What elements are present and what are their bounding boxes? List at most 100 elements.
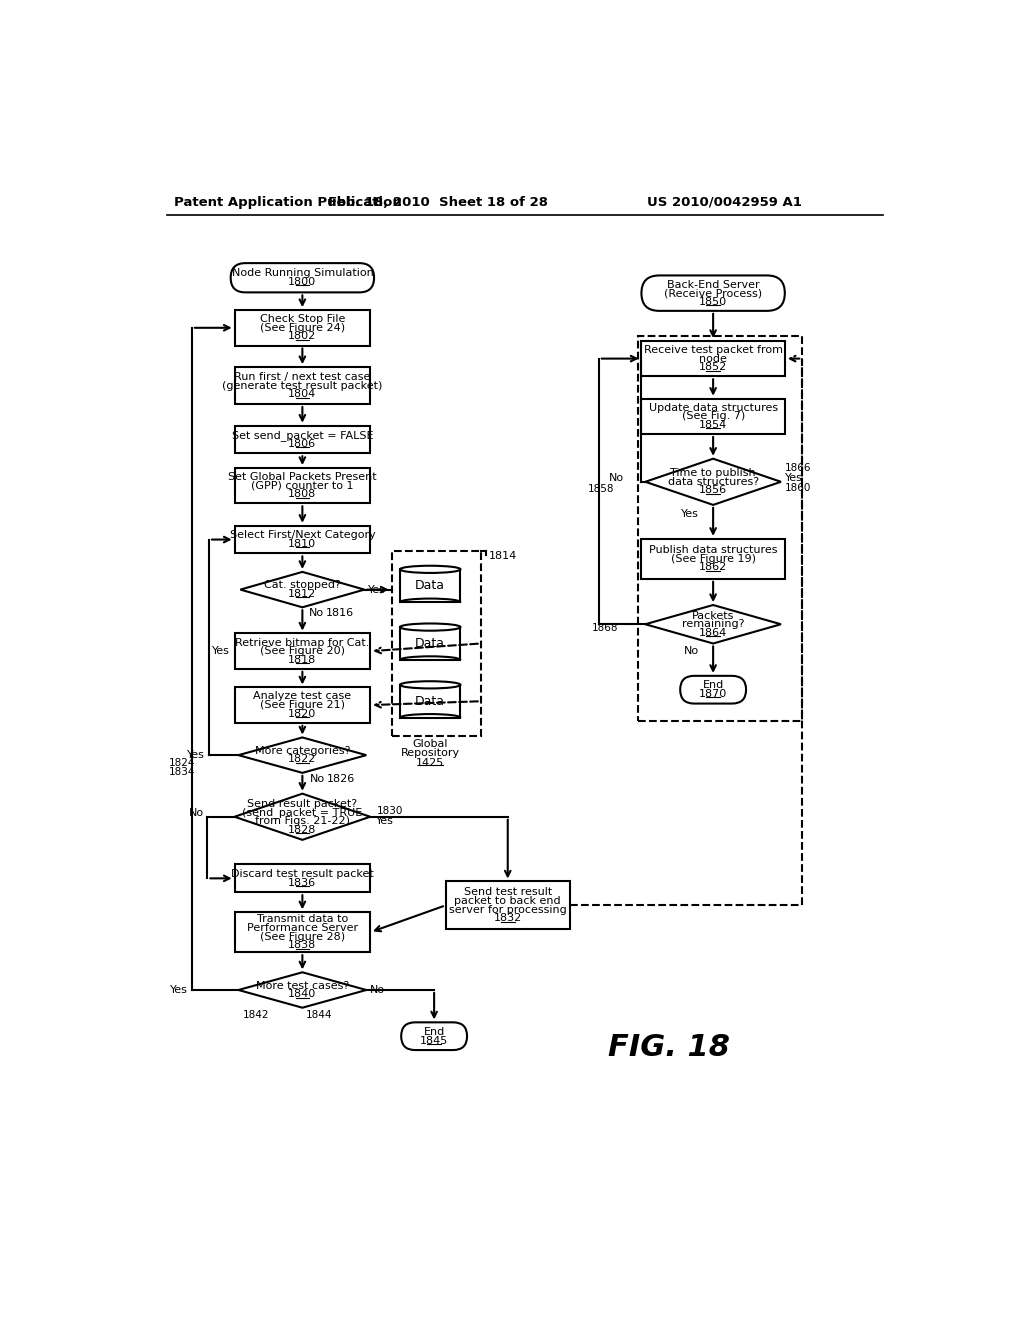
FancyBboxPatch shape (234, 865, 371, 892)
Text: 1832: 1832 (494, 913, 522, 923)
Text: 1856: 1856 (699, 486, 727, 495)
Text: 1842: 1842 (243, 1010, 269, 1020)
Text: (See Figure 21): (See Figure 21) (260, 700, 345, 710)
Text: data structures?: data structures? (668, 477, 759, 487)
Text: Back-End Server: Back-End Server (667, 280, 760, 289)
Text: (See Figure 28): (See Figure 28) (260, 932, 345, 941)
Text: 1808: 1808 (288, 490, 316, 499)
Text: No: No (371, 985, 385, 995)
Text: 1816: 1816 (326, 609, 353, 619)
Text: Run first / next test case: Run first / next test case (234, 372, 371, 381)
FancyBboxPatch shape (400, 685, 461, 718)
Text: 1850: 1850 (699, 297, 727, 306)
FancyBboxPatch shape (234, 688, 371, 723)
Text: Repository: Repository (400, 748, 460, 758)
Text: Update data structures: Update data structures (648, 403, 777, 413)
Text: 1820: 1820 (288, 709, 316, 718)
FancyBboxPatch shape (401, 1022, 467, 1051)
Text: Packets: Packets (692, 611, 734, 620)
Text: 1830: 1830 (377, 805, 402, 816)
Polygon shape (645, 605, 781, 644)
Polygon shape (241, 572, 365, 607)
Text: Yes: Yes (681, 510, 699, 519)
Text: Transmit data to: Transmit data to (257, 915, 348, 924)
Polygon shape (239, 973, 367, 1007)
Text: Node Running Simulation: Node Running Simulation (231, 268, 374, 279)
Text: 1862: 1862 (699, 562, 727, 573)
Text: 1800: 1800 (289, 277, 316, 286)
Text: 1824: 1824 (169, 758, 195, 768)
FancyBboxPatch shape (234, 425, 371, 453)
Polygon shape (234, 793, 371, 840)
Text: (send_packet = TRUE: (send_packet = TRUE (243, 807, 362, 818)
Text: 1840: 1840 (288, 989, 316, 999)
Text: 1822: 1822 (288, 755, 316, 764)
Text: More categories?: More categories? (255, 746, 350, 756)
Text: Yes: Yes (369, 585, 386, 594)
FancyBboxPatch shape (445, 882, 569, 929)
Text: 1854: 1854 (699, 420, 727, 430)
Text: Set Global Packets Present: Set Global Packets Present (228, 473, 377, 482)
Text: Publish data structures: Publish data structures (649, 545, 777, 556)
Text: 1802: 1802 (288, 331, 316, 342)
Text: 1836: 1836 (289, 878, 316, 887)
Text: Patent Application Publication: Patent Application Publication (174, 195, 402, 209)
Text: Time to publish: Time to publish (671, 469, 756, 478)
FancyBboxPatch shape (234, 525, 371, 553)
Text: 1838: 1838 (288, 940, 316, 950)
Text: (Receive Process): (Receive Process) (664, 288, 762, 298)
FancyBboxPatch shape (234, 469, 371, 503)
Text: (GPP) counter to 1: (GPP) counter to 1 (251, 480, 353, 491)
Text: Data: Data (416, 638, 445, 649)
Text: Data: Data (416, 579, 445, 593)
Text: Check Stop File: Check Stop File (260, 314, 345, 325)
FancyBboxPatch shape (234, 912, 371, 952)
Text: Yes: Yes (187, 750, 205, 760)
Text: Retrieve bitmap for Cat.: Retrieve bitmap for Cat. (236, 638, 370, 648)
Text: server for processing: server for processing (449, 904, 566, 915)
Text: 1425: 1425 (416, 758, 444, 768)
Text: 1868: 1868 (592, 623, 618, 634)
Text: remaining?: remaining? (682, 619, 744, 630)
Text: 1858: 1858 (588, 484, 614, 495)
FancyBboxPatch shape (230, 263, 374, 293)
Text: End: End (424, 1027, 444, 1038)
Text: No: No (608, 473, 624, 483)
Text: Yes: Yes (784, 473, 803, 483)
Text: 1844: 1844 (306, 1010, 333, 1020)
Text: 1818: 1818 (288, 655, 316, 665)
FancyBboxPatch shape (400, 569, 461, 602)
FancyBboxPatch shape (234, 367, 371, 404)
Text: Set send_packet = FALSE: Set send_packet = FALSE (231, 430, 373, 441)
Text: FIG. 18: FIG. 18 (608, 1034, 730, 1063)
Text: More test cases?: More test cases? (256, 981, 349, 991)
Text: packet to back end: packet to back end (455, 896, 561, 906)
Polygon shape (645, 459, 781, 506)
FancyBboxPatch shape (400, 627, 461, 660)
Text: (See Fig. 7): (See Fig. 7) (682, 412, 744, 421)
Text: Receive test packet from: Receive test packet from (644, 345, 782, 355)
Text: Feb. 18, 2010  Sheet 18 of 28: Feb. 18, 2010 Sheet 18 of 28 (328, 195, 548, 209)
Text: End: End (702, 680, 724, 690)
Text: Yes: Yes (170, 985, 188, 995)
Text: US 2010/0042959 A1: US 2010/0042959 A1 (647, 195, 802, 209)
Text: Send result packet?: Send result packet? (248, 799, 357, 809)
Text: from Figs. 21-22): from Figs. 21-22) (255, 816, 350, 826)
Text: (generate test result packet): (generate test result packet) (222, 380, 383, 391)
Text: 1826: 1826 (328, 774, 355, 784)
Text: 1852: 1852 (699, 362, 727, 372)
Text: Select First/Next Category: Select First/Next Category (229, 531, 375, 540)
Text: 1804: 1804 (288, 389, 316, 399)
Text: Analyze test case: Analyze test case (253, 692, 351, 701)
Text: No: No (310, 774, 326, 784)
FancyBboxPatch shape (680, 676, 746, 704)
Text: Performance Server: Performance Server (247, 923, 358, 933)
Text: Global: Global (413, 739, 449, 748)
Text: 1806: 1806 (289, 438, 316, 449)
Text: (See Figure 24): (See Figure 24) (260, 323, 345, 333)
Ellipse shape (400, 623, 461, 631)
Text: No: No (308, 609, 324, 619)
Text: Yes: Yes (212, 647, 230, 656)
Text: Cat. stopped?: Cat. stopped? (264, 581, 341, 590)
Text: No: No (188, 808, 204, 818)
